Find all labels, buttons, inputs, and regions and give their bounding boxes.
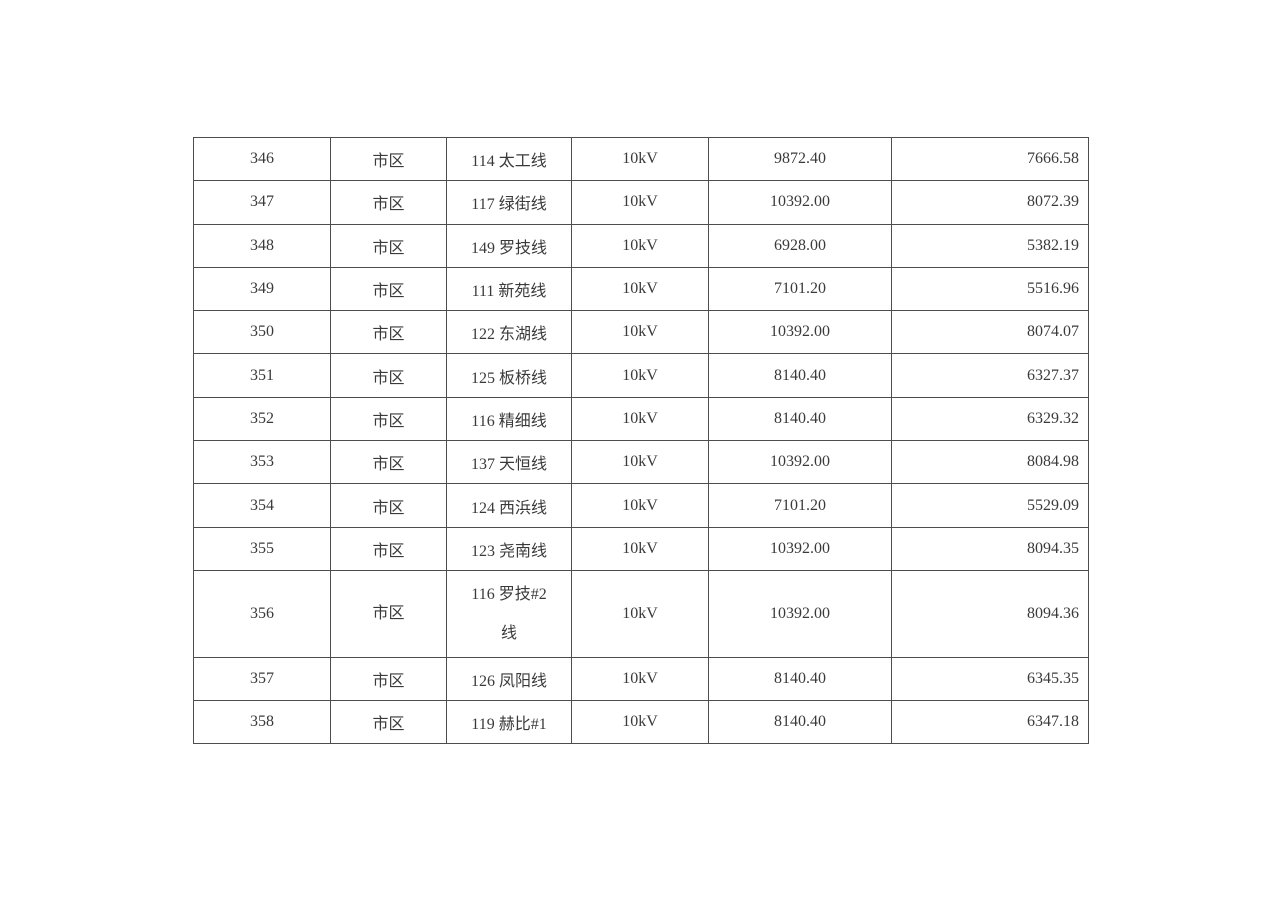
table-row: 350 市区 122 东湖线 10kV 10392.00 8074.07 <box>193 310 1089 355</box>
table-cell: 市区 <box>330 223 447 268</box>
table-cell: 116 罗技#2 线 <box>446 569 572 658</box>
table-cell: 349 <box>193 266 331 312</box>
table-cell: 8140.40 <box>708 656 892 701</box>
table-cell: 10kV <box>571 310 709 355</box>
table-cell: 125 板桥线 <box>446 353 572 398</box>
table-cell: 市区 <box>330 353 447 398</box>
table-cell: 8094.36 <box>891 569 1089 658</box>
table-cell: 348 <box>193 223 331 268</box>
table-cell: 346 <box>193 136 331 182</box>
table-cell: 354 <box>193 483 331 528</box>
table-row: 351 市区 125 板桥线 10kV 8140.40 6327.37 <box>193 353 1089 398</box>
table-body: 346 市区 114 太工线 10kV 9872.40 7666.58 347 市区 117 绿… <box>193 136 1089 745</box>
table-cell: 10392.00 <box>708 180 892 225</box>
table-row: 349 市区 111 新苑线 10kV 7101.20 5516.96 <box>193 266 1089 312</box>
table-cell: 10kV <box>571 440 709 485</box>
table-cell: 市区 <box>330 656 447 701</box>
table-cell: 市区 <box>330 483 447 528</box>
table-cell: 10kV <box>571 483 709 528</box>
table-row: 348 市区 149 罗技线 10kV 6928.00 5382.19 <box>193 223 1089 268</box>
table-row: 353 市区 137 天恒线 10kV 10392.00 8084.98 <box>193 440 1089 485</box>
table-cell: 124 西浜线 <box>446 483 572 528</box>
table-cell: 7101.20 <box>708 266 892 312</box>
table-cell: 市区 <box>330 180 447 225</box>
table-cell: 市区 <box>330 396 447 442</box>
table-cell: 111 新苑线 <box>446 266 572 312</box>
table-cell: 10kV <box>571 396 709 442</box>
line-loss-table: 346 市区 114 太工线 10kV 9872.40 7666.58 347 市区 117 绿… <box>193 136 1089 745</box>
table-cell: 8072.39 <box>891 180 1089 225</box>
table-cell: 8074.07 <box>891 310 1089 355</box>
table-row: 346 市区 114 太工线 10kV 9872.40 7666.58 <box>193 136 1089 182</box>
table-cell: 5529.09 <box>891 483 1089 528</box>
table-cell: 7101.20 <box>708 483 892 528</box>
table-cell: 10kV <box>571 699 709 745</box>
table-cell: 8140.40 <box>708 699 892 745</box>
table-row: 352 市区 116 精细线 10kV 8140.40 6329.32 <box>193 396 1089 442</box>
table-cell: 117 绿街线 <box>446 180 572 225</box>
table-cell: 市区 <box>330 440 447 485</box>
table-cell: 119 赫比#1 <box>446 699 572 745</box>
table-cell: 5382.19 <box>891 223 1089 268</box>
table-cell: 10kV <box>571 180 709 225</box>
table-cell: 市区 <box>330 136 447 182</box>
table-cell: 114 太工线 <box>446 136 572 182</box>
table-cell: 352 <box>193 396 331 442</box>
table-cell: 10392.00 <box>708 569 892 658</box>
table-row: 355 市区 123 尧南线 10kV 10392.00 8094.35 <box>193 526 1089 571</box>
table-cell: 357 <box>193 656 331 701</box>
table-cell: 10392.00 <box>708 440 892 485</box>
table-cell: 10kV <box>571 569 709 658</box>
table-cell: 10kV <box>571 353 709 398</box>
table-cell: 市区 <box>330 310 447 355</box>
table-cell: 347 <box>193 180 331 225</box>
table-row: 356 市区 116 罗技#2 线 10kV 10392.00 8094.36 <box>193 569 1089 658</box>
table-cell: 6345.35 <box>891 656 1089 701</box>
table-cell: 137 天恒线 <box>446 440 572 485</box>
table-cell: 9872.40 <box>708 136 892 182</box>
table-cell: 市区 <box>330 699 447 745</box>
table-cell: 市区 <box>330 569 447 658</box>
table-cell: 8094.35 <box>891 526 1089 571</box>
table-cell: 350 <box>193 310 331 355</box>
table-cell: 356 <box>193 569 331 658</box>
table-cell: 6327.37 <box>891 353 1089 398</box>
table-cell: 市区 <box>330 526 447 571</box>
table-cell: 市区 <box>330 266 447 312</box>
table-row: 347 市区 117 绿街线 10kV 10392.00 8072.39 <box>193 180 1089 225</box>
table-cell: 149 罗技线 <box>446 223 572 268</box>
table-cell: 122 东湖线 <box>446 310 572 355</box>
table-row: 357 市区 126 凤阳线 10kV 8140.40 6345.35 <box>193 656 1089 701</box>
table-cell: 123 尧南线 <box>446 526 572 571</box>
table-cell: 358 <box>193 699 331 745</box>
table-cell: 6329.32 <box>891 396 1089 442</box>
table-cell: 5516.96 <box>891 266 1089 312</box>
table-cell: 6928.00 <box>708 223 892 268</box>
table-cell: 8084.98 <box>891 440 1089 485</box>
table-cell: 8140.40 <box>708 396 892 442</box>
table-cell: 355 <box>193 526 331 571</box>
table-cell: 7666.58 <box>891 136 1089 182</box>
table-cell: 116 精细线 <box>446 396 572 442</box>
table-cell: 351 <box>193 353 331 398</box>
table-cell: 6347.18 <box>891 699 1089 745</box>
table-cell: 126 凤阳线 <box>446 656 572 701</box>
table-cell: 10kV <box>571 223 709 268</box>
table-cell: 10kV <box>571 266 709 312</box>
table-row: 354 市区 124 西浜线 10kV 7101.20 5529.09 <box>193 483 1089 528</box>
table-cell: 353 <box>193 440 331 485</box>
table-cell: 8140.40 <box>708 353 892 398</box>
table-cell: 10kV <box>571 136 709 182</box>
table-cell: 10kV <box>571 656 709 701</box>
table-cell: 10392.00 <box>708 526 892 571</box>
table-cell: 10kV <box>571 526 709 571</box>
table-row: 358 市区 119 赫比#1 10kV 8140.40 6347.18 <box>193 699 1089 745</box>
table-cell: 10392.00 <box>708 310 892 355</box>
